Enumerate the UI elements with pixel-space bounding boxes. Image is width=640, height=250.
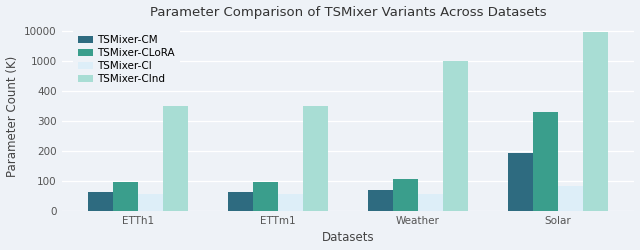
Bar xyxy=(508,153,533,211)
Legend: TSMixer-CM, TSMixer-CLoRA, TSMixer-CI, TSMixer-CInd: TSMixer-CM, TSMixer-CLoRA, TSMixer-CI, T… xyxy=(72,30,180,90)
Bar xyxy=(533,112,558,211)
Title: Parameter Comparison of TSMixer Variants Across Datasets: Parameter Comparison of TSMixer Variants… xyxy=(150,6,547,18)
Bar xyxy=(278,194,303,211)
Bar xyxy=(88,192,113,211)
Bar xyxy=(583,32,609,211)
Bar xyxy=(138,194,163,211)
Bar xyxy=(228,192,253,211)
Bar xyxy=(393,179,418,211)
Y-axis label: Parameter Count (K): Parameter Count (K) xyxy=(6,56,19,178)
Bar xyxy=(253,182,278,211)
Bar xyxy=(418,194,444,211)
Bar xyxy=(367,190,393,211)
Bar xyxy=(113,182,138,211)
Bar xyxy=(558,186,583,211)
X-axis label: Datasets: Datasets xyxy=(322,232,374,244)
Bar xyxy=(444,61,468,211)
Bar xyxy=(163,106,188,211)
Bar xyxy=(303,106,328,211)
